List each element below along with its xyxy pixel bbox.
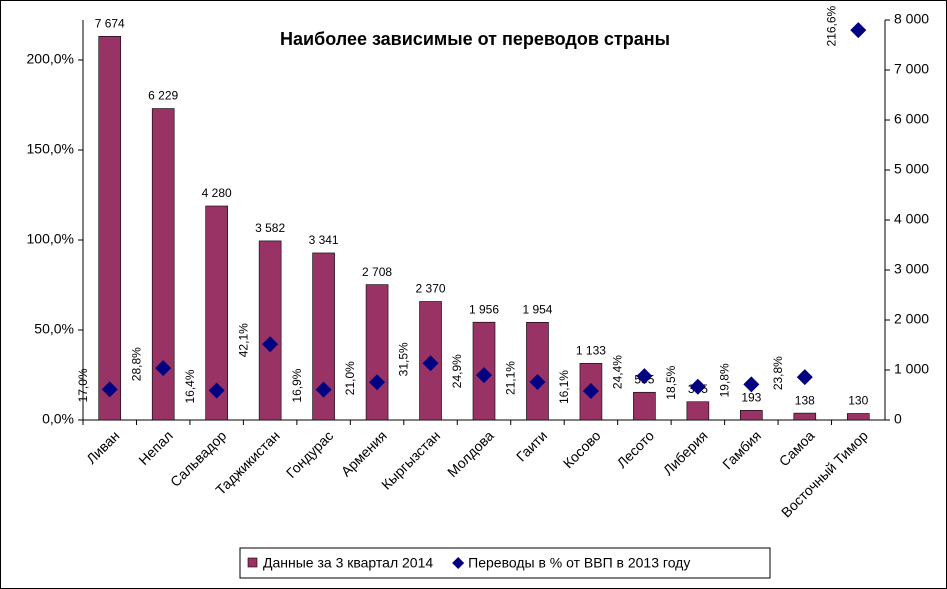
bar-value-label: 2 370	[416, 282, 446, 296]
y2-tick-label: 7 000	[894, 61, 929, 77]
marker-value-label: 24,9%	[450, 354, 464, 388]
marker	[689, 378, 706, 395]
y-tick-label: 50,0%	[34, 321, 74, 337]
marker	[636, 368, 653, 385]
bar-value-label: 1 954	[522, 302, 552, 316]
bar	[205, 205, 228, 421]
marker	[155, 360, 172, 377]
marker	[582, 383, 599, 400]
bar	[98, 35, 122, 421]
marker-value-label: 21,0%	[343, 361, 357, 395]
marker-value-label: 18,5%	[664, 365, 678, 399]
bar-value-label: 3 582	[255, 221, 285, 235]
marker-value-label: 17,0%	[76, 368, 90, 402]
bar-value-label: 3 341	[309, 233, 339, 247]
bar-value-label: 1 956	[469, 302, 499, 316]
marker-value-label: 23,8%	[771, 356, 785, 390]
marker-value-label: 216,6%	[824, 5, 838, 46]
marker	[262, 336, 279, 353]
marker-value-label: 19,8%	[718, 363, 732, 397]
bar	[365, 284, 389, 421]
bar-value-label: 2 708	[362, 265, 392, 279]
marker	[101, 381, 118, 398]
y2-tick-label: 4 000	[894, 211, 929, 227]
marker-value-label: 31,5%	[397, 342, 411, 376]
y2-tick-label: 2 000	[894, 311, 929, 327]
bar-value-label: 4 280	[202, 186, 232, 200]
legend-swatch	[247, 557, 258, 568]
bar	[686, 401, 710, 421]
marker-value-label: 21,1%	[504, 361, 518, 395]
y2-tick-label: 8 000	[894, 11, 929, 27]
legend-swatch	[452, 557, 465, 569]
marker	[476, 367, 492, 384]
bar-value-label: 138	[795, 393, 815, 407]
bar	[312, 252, 335, 421]
y2-tick-label: 5 000	[894, 161, 929, 177]
y-tick-label: 100,0%	[27, 231, 74, 247]
marker-value-label: 16,9%	[290, 368, 304, 402]
marker	[529, 374, 546, 391]
bar	[526, 321, 549, 421]
bar	[740, 410, 763, 421]
marker-value-label: 28,8%	[129, 347, 143, 381]
y2-tick-label: 0	[894, 411, 902, 427]
bar	[633, 391, 656, 421]
marker	[208, 382, 225, 399]
marker	[796, 369, 813, 386]
y-tick-label: 150,0%	[27, 141, 74, 157]
bar	[151, 108, 175, 421]
marker	[850, 22, 867, 39]
bar-value-label: 1 133	[576, 344, 606, 358]
bar-value-label: 7 674	[95, 16, 125, 30]
legend-label: Данные за 3 квартал 2014	[263, 555, 433, 571]
bar-value-label: 130	[848, 394, 868, 408]
marker-value-label: 16,1%	[557, 370, 571, 404]
y2-tick-label: 1 000	[894, 361, 929, 377]
marker	[315, 381, 332, 398]
bar	[846, 413, 870, 421]
bar	[793, 412, 817, 421]
bar	[258, 240, 282, 421]
y2-tick-label: 6 000	[894, 111, 929, 127]
marker-value-label: 16,4%	[183, 369, 197, 403]
y-tick-label: 200,0%	[27, 51, 74, 67]
marker-value-label: 42,1%	[236, 323, 250, 357]
bar-value-label: 6 229	[148, 89, 178, 103]
legend-box	[239, 547, 771, 579]
marker-value-label: 24,4%	[611, 355, 625, 389]
bar-value-label: 193	[741, 391, 761, 405]
marker	[422, 355, 439, 372]
y-tick-label: 0,0%	[42, 411, 74, 427]
y2-tick-label: 3 000	[894, 261, 929, 277]
marker	[743, 376, 760, 393]
chart-title: Наиболее зависимые от переводов страны	[280, 29, 670, 49]
marker	[369, 374, 386, 391]
legend-label: Переводы в % от ВВП в 2013 году	[468, 555, 690, 571]
